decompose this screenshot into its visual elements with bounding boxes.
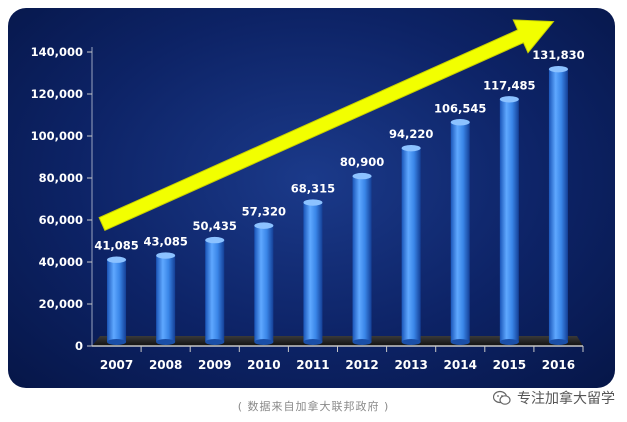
bar-top [401,144,421,152]
bar-top [499,96,519,103]
bar-base [401,339,421,345]
bar-body [352,176,372,342]
bar-base [205,339,225,345]
bar-body [205,240,225,342]
x-tick-label: 2009 [198,358,231,372]
bar-body [499,99,519,343]
bar [401,144,421,345]
bar-base [303,339,323,345]
x-tick-label: 2010 [247,358,280,372]
bar [450,119,470,345]
bar-base [107,339,127,345]
data-labels: 41,085 43,085 50,435 57,320 68,315 80,900 94,2… [94,48,584,253]
bar-body [107,259,127,342]
bar-top [450,119,470,126]
data-label: 68,315 [291,182,335,196]
watermark-text: 专注加拿大留学 [517,391,615,407]
data-label: 80,900 [340,155,384,169]
x-tick-label: 2015 [493,358,526,372]
y-tick-label: 60,000 [39,213,83,227]
bar-base [548,339,568,345]
bar-top [205,236,225,244]
wechat-icon [493,390,511,405]
bar-top [107,256,127,263]
bar-body [401,148,421,342]
bar-top [548,65,568,73]
arrow-shape [98,19,555,232]
x-axis: 2007 2008 2009 2010 2011 2012 2013 2014 2015 2016 [100,346,584,372]
data-label: 57,320 [242,205,286,219]
bar-top [156,252,176,259]
y-axis: 0 20,000 40,000 60,000 80,000 100,000 120,000 1… [31,45,92,353]
bar-base [499,339,519,345]
data-label: 94,220 [389,127,433,141]
y-tick-label: 120,000 [31,87,83,101]
bar [303,199,323,345]
x-tick-label: 2008 [149,358,182,372]
x-tick-label: 2011 [296,358,329,372]
y-tick-label: 140,000 [31,45,83,59]
bar-body [156,255,176,342]
y-tick-label: 20,000 [39,297,83,311]
bar [499,96,519,345]
trend-arrow [98,19,555,232]
bar-series [107,65,568,345]
bar-top [352,172,372,180]
bar-body [254,225,274,342]
data-label: 50,435 [193,219,237,233]
x-tick-label: 2012 [345,358,378,372]
bar [156,252,176,345]
y-tick-label: 80,000 [39,171,83,185]
x-tick-label: 2013 [394,358,427,372]
bar-base [450,339,470,345]
bar [107,256,127,345]
bar-body [548,69,568,343]
bar-base [156,339,176,345]
data-label: 117,485 [483,78,535,92]
bar-base [352,339,372,345]
watermark: 专注加拿大留学 [493,388,615,408]
y-tick-label: 40,000 [39,255,83,269]
bar [548,65,568,345]
bar-base [254,339,274,345]
y-tick-label: 0 [75,339,83,353]
data-label: 131,830 [532,48,584,62]
y-tick-label: 100,000 [31,129,83,143]
x-tick-label: 2007 [100,358,133,372]
bar [205,236,225,345]
arrow-body [98,19,555,232]
x-tick-label: 2014 [444,358,477,372]
data-label: 41,085 [94,239,138,253]
data-label: 43,085 [143,235,187,249]
bar-body [303,202,323,342]
bar [352,172,372,345]
x-tick-label: 2016 [542,358,575,372]
bar-body [450,122,470,343]
source-note: ( 数据来自加拿大联邦政府 ) [237,400,390,413]
bar-top [254,222,274,229]
bar-top [303,199,323,206]
data-label: 106,545 [434,101,486,115]
bar [254,222,274,345]
